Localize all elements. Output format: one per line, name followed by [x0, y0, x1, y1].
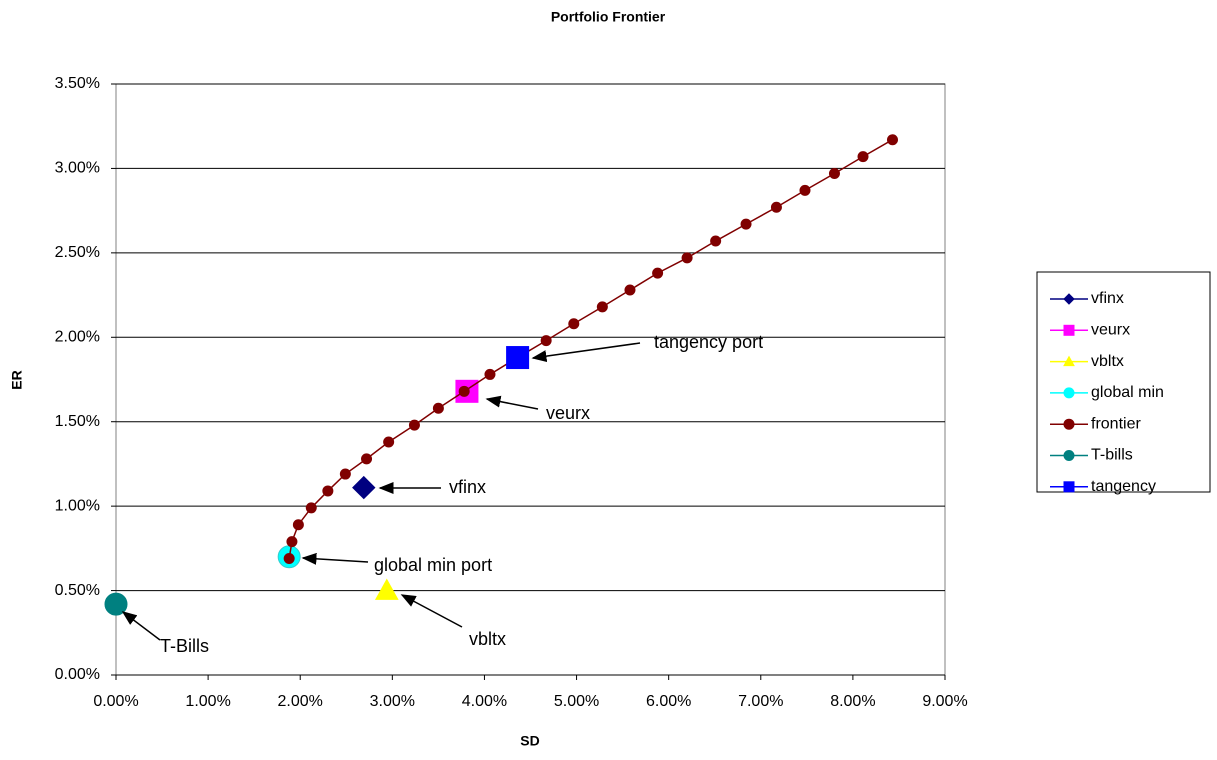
annotation: vbltx: [469, 629, 506, 649]
x-axis-label: SD: [520, 733, 539, 749]
point: [568, 318, 580, 330]
x-tick-label: 4.00%: [462, 693, 507, 710]
legend-label: vfinx: [1091, 290, 1124, 307]
annotation: global min port: [374, 555, 492, 575]
point: [596, 301, 608, 313]
legend-label: veurx: [1091, 322, 1130, 339]
point: [283, 552, 295, 564]
annotation-arrow: [485, 395, 539, 410]
point: [828, 167, 840, 179]
x-tick-label: 1.00%: [185, 693, 230, 710]
point: [322, 485, 334, 497]
y-tick-label: 2.50%: [55, 244, 100, 261]
legend-marker: [1063, 324, 1075, 336]
x-tick-label: 0.00%: [93, 693, 138, 710]
point: [292, 519, 304, 531]
annotation: veurx: [546, 403, 590, 423]
point: [506, 346, 530, 370]
point: [770, 201, 782, 213]
legend-marker: [1063, 355, 1075, 367]
y-tick-label: 3.50%: [55, 75, 100, 92]
point: [484, 368, 496, 380]
legend-label: vbltx: [1091, 353, 1124, 370]
point: [799, 184, 811, 196]
point: [361, 453, 373, 465]
point: [339, 468, 351, 480]
y-tick-label: 3.00%: [55, 160, 100, 177]
x-tick-label: 7.00%: [738, 693, 783, 710]
plot-area: [115, 83, 946, 676]
legend-label: tangency: [1091, 478, 1156, 495]
annotation-arrow: [400, 594, 463, 628]
x-tick-label: 9.00%: [922, 693, 967, 710]
point: [740, 218, 752, 230]
legend-marker: [1063, 387, 1075, 399]
x-tick-label: 8.00%: [830, 693, 875, 710]
point: [710, 235, 722, 247]
annotation: vfinx: [449, 477, 486, 497]
point: [857, 151, 869, 163]
point: [886, 134, 898, 146]
y-tick-label: 0.50%: [55, 582, 100, 599]
x-tick-label: 6.00%: [646, 693, 691, 710]
annotation-arrow: [531, 342, 641, 363]
legend-label: T-bills: [1091, 447, 1133, 464]
point: [408, 419, 420, 431]
legend-marker: [1063, 450, 1075, 461]
y-axis-label: ER: [9, 370, 25, 389]
annotation-arrow: [301, 552, 369, 565]
legend-marker: [1063, 481, 1075, 493]
point: [458, 385, 470, 397]
point: [624, 284, 636, 296]
legend-marker: [1063, 293, 1075, 305]
point: [540, 335, 552, 347]
point: [104, 592, 128, 616]
point: [374, 578, 399, 600]
chart-title: Portfolio Frontier: [551, 9, 666, 25]
point: [652, 267, 664, 279]
point: [286, 536, 298, 548]
point: [681, 252, 693, 264]
x-tick-label: 3.00%: [370, 693, 415, 710]
legend-label: frontier: [1091, 415, 1141, 432]
y-tick-label: 1.00%: [55, 497, 100, 514]
point: [432, 402, 444, 414]
annotation-arrow: [121, 611, 161, 641]
annotation: tangency port: [654, 332, 763, 352]
y-tick-label: 0.00%: [55, 666, 100, 683]
y-tick-label: 2.00%: [55, 329, 100, 346]
legend-marker: [1063, 418, 1075, 430]
x-tick-label: 2.00%: [278, 693, 323, 710]
point: [305, 502, 317, 514]
legend-label: global min: [1091, 384, 1164, 401]
point: [383, 436, 395, 448]
x-tick-label: 5.00%: [554, 693, 599, 710]
point: [352, 475, 376, 500]
y-tick-label: 1.50%: [55, 413, 100, 430]
annotation: T-Bills: [160, 636, 209, 656]
